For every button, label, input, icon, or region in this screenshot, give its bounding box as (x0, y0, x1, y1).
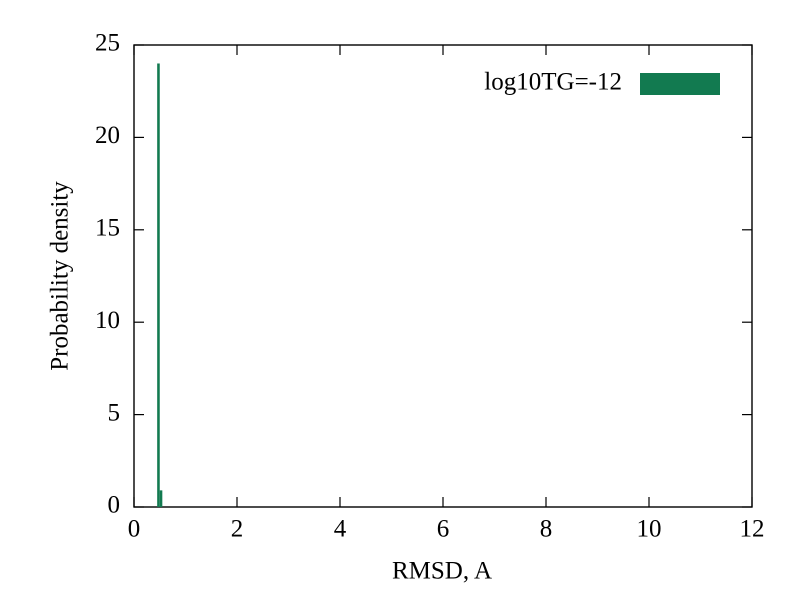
y-tick-label: 15 (95, 215, 120, 242)
x-tick-label: 6 (437, 516, 450, 543)
histogram-bar (157, 63, 160, 507)
y-tick-label: 5 (108, 399, 121, 426)
y-axis-label: Probability density (47, 181, 74, 371)
x-axis-label: RMSD, A (392, 558, 492, 585)
x-tick-label: 12 (740, 516, 765, 543)
y-tick-label: 10 (95, 307, 120, 334)
plot-frame (133, 44, 753, 508)
y-tick-label: 0 (108, 492, 121, 519)
x-tick-label: 0 (128, 516, 141, 543)
x-tick-label: 4 (334, 516, 347, 543)
histogram-bar (159, 490, 163, 507)
x-tick-label: 8 (540, 516, 553, 543)
legend-label: log10TG=-12 (484, 69, 622, 96)
y-tick-label: 25 (95, 30, 120, 57)
x-tick-label: 10 (637, 516, 662, 543)
legend-swatch (640, 73, 720, 95)
y-tick-label: 20 (95, 122, 120, 149)
x-tick-label: 2 (231, 516, 244, 543)
